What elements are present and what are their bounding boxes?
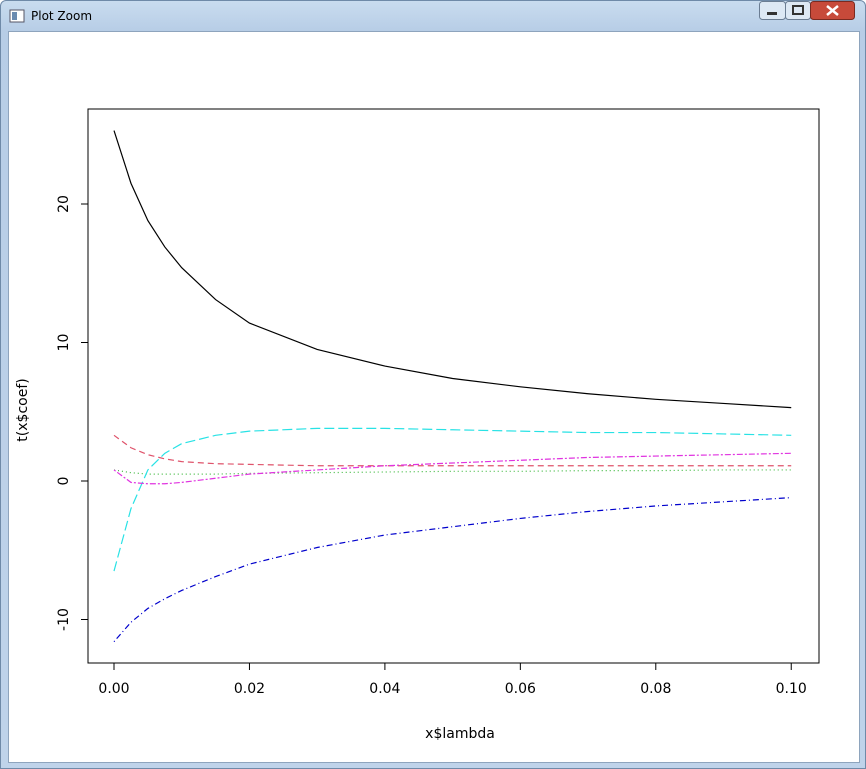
- plot-frame: [87, 108, 820, 664]
- window-icon: [9, 9, 25, 23]
- x-tick-label: 0.06: [505, 681, 536, 697]
- x-tick-label: 0.04: [369, 681, 400, 697]
- plot-area: x$lambda t(x$coef) 0.00 0.02 0.04 0.06 0.08 0…: [8, 31, 860, 763]
- x-tick-label: 0.10: [776, 681, 807, 697]
- y-tick-label: 0: [56, 477, 72, 486]
- y-tick-label: 10: [56, 334, 72, 352]
- close-button[interactable]: [810, 1, 855, 20]
- window-title: Plot Zoom: [31, 9, 93, 23]
- series-line: [113, 497, 792, 643]
- x-tick-label: 0.02: [234, 681, 265, 697]
- series-line: [113, 469, 792, 475]
- minimize-button[interactable]: [759, 1, 786, 20]
- series-line: [113, 434, 792, 467]
- series-line: [113, 427, 792, 572]
- x-tick-label: 0.00: [98, 681, 129, 697]
- title-bar: Plot Zoom: [1, 1, 865, 31]
- window-controls: [759, 1, 855, 20]
- y-tick-label: -10: [56, 608, 72, 631]
- chart: x$lambda t(x$coef) 0.00 0.02 0.04 0.06 0.08 0…: [15, 108, 820, 742]
- x-tick-label: 0.08: [640, 681, 671, 697]
- series-line: [113, 130, 792, 409]
- y-axis-label: t(x$coef): [15, 378, 31, 441]
- x-axis-label: x$lambda: [425, 726, 495, 742]
- maximize-button[interactable]: [785, 1, 811, 20]
- series-line: [113, 452, 792, 485]
- y-tick-label: 20: [56, 195, 72, 213]
